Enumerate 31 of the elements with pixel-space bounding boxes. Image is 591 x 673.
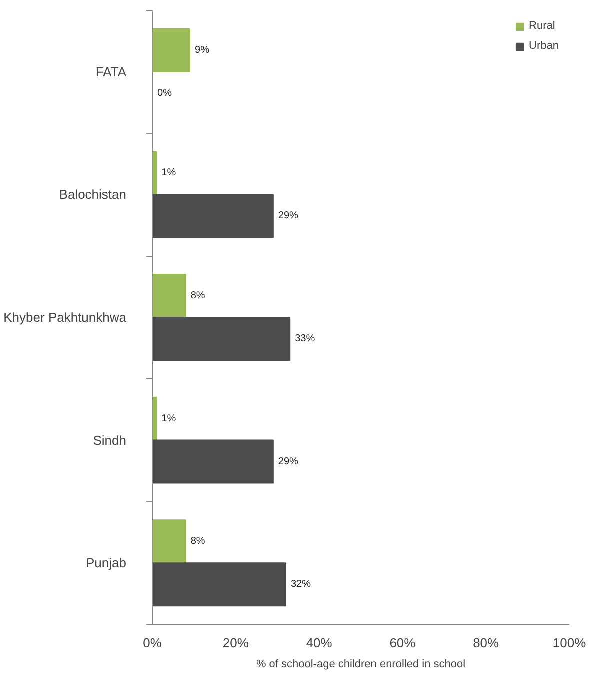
data-label: 1% (162, 168, 176, 179)
bar (152, 440, 274, 484)
bar (152, 28, 191, 72)
data-label: 0% (158, 88, 172, 99)
data-label: 9% (195, 44, 210, 56)
data-label: 33% (295, 333, 316, 344)
x-tick-label: 60% (390, 636, 416, 650)
y-tick-label: FATA (96, 64, 127, 80)
x-tick-label: 80% (473, 636, 500, 650)
bar (152, 562, 286, 607)
data-label: 29% (278, 456, 299, 468)
y-tick-label: Punjab (86, 556, 127, 571)
data-label: 1% (162, 413, 176, 424)
x-tick-label: 100% (552, 636, 587, 650)
data-label: 32% (290, 579, 312, 590)
x-axis-title: % of school-age children enrolled in school (256, 658, 466, 670)
data-label: 29% (278, 210, 299, 222)
x-tick-label: 40% (306, 636, 333, 650)
bar (152, 274, 186, 318)
x-tick-label: 0% (143, 636, 162, 650)
legend-label: Rural (529, 20, 556, 32)
data-label: 8% (190, 290, 206, 302)
y-tick-label: Sindh (93, 432, 126, 448)
y-tick-label: Balochistan (59, 187, 127, 202)
bar (152, 194, 274, 238)
bar (152, 317, 291, 361)
bar (152, 520, 186, 564)
data-label: 8% (190, 536, 206, 548)
x-tick-label: 20% (222, 636, 250, 650)
legend-label: Urban (529, 40, 559, 52)
y-tick-label: Khyber Pakhtunkhwa (4, 310, 128, 325)
